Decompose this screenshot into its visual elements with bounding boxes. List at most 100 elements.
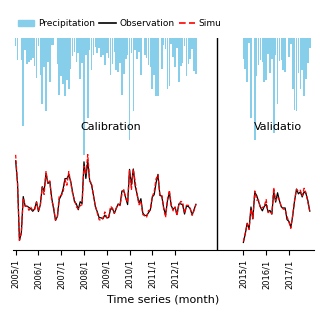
Bar: [26, 38, 28, 64]
Bar: [57, 38, 58, 64]
Bar: [258, 38, 260, 65]
Bar: [261, 38, 263, 62]
Bar: [102, 38, 104, 55]
Bar: [167, 38, 168, 89]
Bar: [121, 38, 123, 95]
Bar: [273, 38, 275, 133]
Bar: [275, 38, 276, 54]
Bar: [243, 38, 244, 59]
Bar: [284, 38, 286, 72]
Bar: [81, 38, 83, 63]
Bar: [134, 38, 136, 50]
Bar: [294, 38, 295, 110]
Bar: [271, 38, 273, 59]
Bar: [62, 38, 64, 84]
Bar: [119, 38, 121, 63]
Bar: [157, 38, 159, 96]
Bar: [148, 38, 149, 65]
Bar: [171, 38, 172, 44]
Bar: [184, 38, 185, 45]
Bar: [246, 38, 248, 82]
Bar: [182, 38, 183, 63]
Bar: [20, 38, 22, 60]
Bar: [248, 38, 250, 44]
Bar: [36, 38, 37, 78]
Bar: [309, 38, 311, 48]
Bar: [91, 38, 92, 70]
Bar: [15, 38, 16, 46]
Bar: [30, 38, 32, 60]
Bar: [39, 38, 41, 75]
Text: Calibration: Calibration: [80, 122, 141, 132]
Bar: [140, 38, 142, 76]
Bar: [112, 38, 113, 64]
Bar: [77, 38, 79, 53]
Bar: [60, 38, 62, 76]
Text: Validatio: Validatio: [253, 122, 302, 132]
Bar: [100, 38, 102, 57]
Bar: [180, 38, 181, 66]
Bar: [155, 38, 157, 96]
Bar: [64, 38, 66, 96]
Bar: [45, 38, 47, 111]
Bar: [298, 38, 299, 74]
Bar: [123, 38, 124, 74]
Bar: [144, 38, 146, 55]
Bar: [303, 38, 305, 96]
X-axis label: Time series (month): Time series (month): [107, 294, 219, 304]
Bar: [290, 38, 292, 44]
Bar: [94, 38, 96, 46]
Bar: [244, 38, 246, 69]
Bar: [267, 38, 269, 54]
Bar: [79, 38, 81, 79]
Bar: [138, 38, 140, 52]
Bar: [85, 38, 87, 55]
Bar: [129, 38, 130, 140]
Bar: [189, 38, 191, 59]
Bar: [260, 38, 261, 60]
Bar: [83, 38, 85, 155]
Bar: [24, 38, 26, 50]
Bar: [28, 38, 30, 62]
Bar: [163, 38, 164, 45]
Bar: [305, 38, 307, 79]
Bar: [292, 38, 293, 89]
Bar: [296, 38, 297, 111]
Bar: [176, 38, 178, 48]
Bar: [265, 38, 267, 80]
Bar: [76, 38, 77, 62]
Bar: [131, 38, 132, 53]
Bar: [151, 38, 153, 89]
Bar: [146, 38, 148, 59]
Bar: [186, 38, 187, 76]
Bar: [34, 38, 36, 67]
Bar: [169, 38, 170, 85]
Bar: [104, 38, 106, 65]
Bar: [93, 38, 94, 55]
Bar: [288, 38, 290, 58]
Bar: [301, 38, 303, 70]
Bar: [22, 38, 24, 125]
Bar: [283, 38, 284, 70]
Bar: [96, 38, 98, 53]
Bar: [117, 38, 119, 72]
Bar: [110, 38, 111, 75]
Bar: [74, 38, 75, 52]
Bar: [132, 38, 134, 111]
Bar: [165, 38, 166, 49]
Bar: [191, 38, 193, 49]
Bar: [114, 38, 115, 52]
Bar: [300, 38, 301, 89]
Bar: [43, 38, 45, 67]
Bar: [49, 38, 51, 82]
Bar: [68, 38, 69, 89]
Bar: [116, 38, 117, 70]
Bar: [87, 38, 89, 118]
Bar: [38, 38, 39, 46]
Bar: [47, 38, 49, 62]
Bar: [72, 38, 73, 56]
Bar: [193, 38, 195, 70]
Bar: [178, 38, 180, 82]
Bar: [136, 38, 138, 59]
Bar: [108, 38, 109, 58]
